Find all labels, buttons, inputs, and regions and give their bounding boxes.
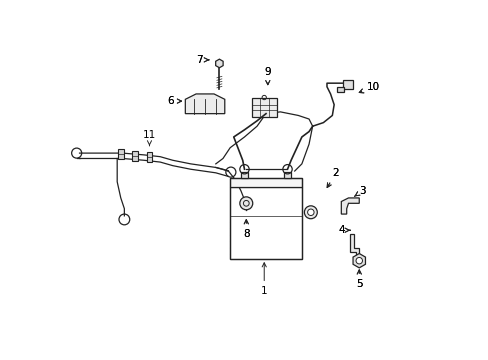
Text: 2: 2 [326,168,339,188]
Text: 7: 7 [196,55,208,65]
Text: 8: 8 [243,220,249,239]
Text: 5: 5 [355,270,362,289]
Bar [343,80,352,89]
Text: 3: 3 [354,186,366,196]
Text: 9: 9 [264,67,270,85]
Text: 9: 9 [264,67,270,85]
Bar [230,178,301,187]
Polygon shape [341,198,359,214]
Text: 6: 6 [167,96,181,106]
Bar [230,178,301,259]
Text: 7: 7 [196,55,208,65]
Circle shape [239,197,252,210]
Bar [251,98,276,117]
Polygon shape [185,94,224,114]
Text: 3: 3 [354,186,366,196]
Text: 4: 4 [337,225,349,235]
Bar [132,150,138,161]
Text: 2: 2 [326,168,339,188]
Bar [284,172,290,178]
Circle shape [355,257,362,264]
Text: 10: 10 [359,82,379,93]
Bar [146,152,152,162]
Polygon shape [349,234,359,255]
Text: 6: 6 [167,96,181,106]
Bar [241,172,247,178]
Bar [118,149,123,159]
Polygon shape [352,253,365,268]
Text: 4: 4 [337,225,349,235]
Text: 1: 1 [261,263,267,296]
Circle shape [304,206,317,219]
Text: 10: 10 [359,82,379,93]
Bar [230,187,301,259]
Text: 5: 5 [355,270,362,289]
Text: 11: 11 [142,130,156,146]
Text: 8: 8 [243,220,249,239]
Circle shape [307,209,313,216]
Polygon shape [215,59,223,68]
Bar [336,87,344,92]
